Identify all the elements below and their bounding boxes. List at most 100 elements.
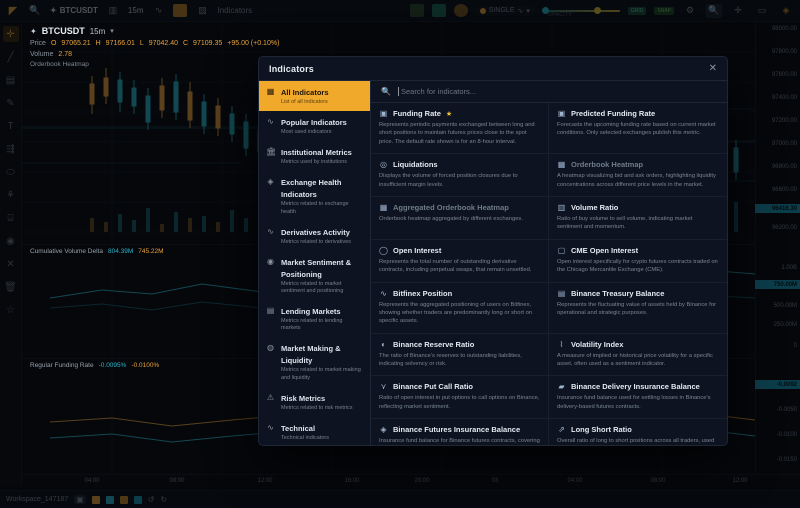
dialog-header: Indicators ✕ — [259, 57, 727, 81]
legend-overlay-label: Orderbook Heatmap — [30, 61, 89, 68]
panel-funding-value-1: -0.0095% — [98, 362, 127, 369]
activity-icon: ∿ — [267, 226, 274, 236]
indicator-card[interactable]: ▤ Binance Treasury Balance Represents the … — [549, 283, 727, 334]
sidebar-item-label: Market Making & Liquidity — [281, 344, 341, 366]
trending-icon: ∿ — [267, 117, 274, 127]
sidebar-item-desc: List of all indicators — [281, 99, 328, 105]
heatmap-icon: ▦ — [379, 202, 388, 212]
panel-cvd-value-2: 745.22M — [138, 248, 164, 255]
gauge-icon: ◉ — [267, 256, 274, 266]
panel-funding-title: Regular Funding Rate — [30, 362, 94, 369]
indicator-title: Funding Rate — [393, 109, 441, 118]
indicator-card[interactable]: ⋎ Binance Put Call Ratio Ratio of open int… — [371, 376, 549, 420]
sidebar-item-institutional-metrics[interactable]: 🏛 Institutional Metrics Metrics used by in… — [259, 141, 370, 171]
indicator-title: Binance Put Call Ratio — [393, 382, 474, 392]
panel-cvd-value-1: 804.39M — [107, 248, 134, 255]
indicator-description: Orderbook heatmap aggregated by differen… — [379, 215, 523, 222]
indicator-card[interactable]: ⌇ Volatility Index A measure of implied or… — [549, 334, 727, 377]
indicator-description: Ratio of buy volume to sell volume, indi… — [557, 215, 693, 231]
droplet-icon: ◍ — [267, 343, 274, 353]
sidebar-item-popular-indicators[interactable]: ∿ Popular Indicators Most used indicators — [259, 111, 370, 141]
sidebar-item-market-making-liquidity[interactable]: ◍ Market Making & Liquidity Metrics relate… — [259, 337, 370, 386]
sidebar-item-label: All Indicators — [281, 88, 329, 97]
bank-icon: 🏛 — [266, 147, 277, 157]
category-sidebar[interactable]: ▦ All Indicators List of all indicators ∿ Po… — [259, 81, 371, 445]
indicator-description: Forecasts the upcoming funding rate base… — [557, 122, 716, 137]
insurance-icon: ◈ — [380, 425, 387, 435]
sidebar-item-market-sentiment-positioning[interactable]: ◉ Market Sentiment & Positioning Metrics r… — [259, 251, 370, 300]
sidebar-item-risk-metrics[interactable]: ⚠ Risk Metrics Metrics related to risk met… — [259, 387, 370, 417]
indicators-dialog: Indicators ✕ ▦ All Indicators List of all … — [258, 56, 728, 446]
chart-icon: ∿ — [267, 422, 274, 432]
indicator-card[interactable]: ▦ Orderbook Heatmap A heatmap visualizing … — [549, 154, 727, 197]
indicator-card[interactable]: ▢ CME Open Interest Open interest specific… — [549, 240, 727, 283]
legend-open-label: O — [50, 40, 57, 47]
sidebar-item-label: Derivatives Activity — [281, 227, 350, 237]
indicator-card[interactable]: ▦ Aggregated Orderbook Heatmap Orderbook h… — [371, 196, 549, 240]
legend-close-label: C — [182, 40, 189, 47]
indicator-card[interactable]: ▥ Volume Ratio Ratio of buy volume to sell… — [549, 197, 727, 240]
sidebar-item-label: Market Sentiment & Positioning — [281, 257, 352, 279]
indicator-title: Volatility Index — [571, 339, 624, 349]
indicator-description: Represents the aggregated positioning of… — [379, 301, 533, 325]
funding-icon: ▣ — [379, 109, 388, 118]
indicator-grid[interactable]: ▣ Funding Rate ★ Represents periodic paymen… — [371, 103, 727, 445]
search-input[interactable]: Search for indicators... — [397, 87, 476, 96]
sidebar-item-label: Institutional Metrics — [281, 148, 352, 158]
shield-icon: ◈ — [267, 177, 274, 187]
indicator-title: CME Open Interest — [571, 245, 639, 255]
indicator-card[interactable]: ▣ Predicted Funding Rate Forecasts the upc… — [549, 103, 727, 155]
star-icon[interactable]: ★ — [445, 110, 453, 118]
sidebar-item-desc: Most used indicators — [281, 129, 332, 136]
legend-change: +95.00 (+0.10%) — [227, 40, 280, 47]
indicator-card[interactable]: ▰ Binance Delivery Insurance Balance Insur… — [549, 376, 727, 420]
sidebar-item-desc: Metrics related to risk metrics — [281, 404, 353, 411]
legend-symbol[interactable]: BTCUSDT — [41, 26, 85, 36]
warning-icon: ⚠ — [266, 392, 275, 402]
sidebar-item-derivatives-activity[interactable]: ∿ Derivatives Activity Metrics related to … — [259, 221, 370, 251]
indicator-title: Orderbook Heatmap — [571, 160, 644, 170]
indicator-description: A measure of implied or historical price… — [557, 352, 713, 368]
cme-icon: ▢ — [557, 245, 566, 255]
legend-low-value: 97042.40 — [148, 40, 178, 47]
legend-ohlc: Price O 97065.21 H 97166.01 L 97042.40 C… — [30, 40, 279, 47]
legend-high-value: 97166.01 — [105, 40, 135, 47]
sidebar-item-desc: Metrics related to market sentiment and … — [281, 280, 344, 294]
indicator-card[interactable]: ◐ Binance Reserve Ratio The ratio of Binan… — [371, 333, 549, 377]
indicator-title: Bitfinex Position — [393, 288, 453, 298]
indicator-title: Long Short Ratio — [571, 425, 632, 435]
sidebar-item-label: Risk Metrics — [281, 393, 326, 403]
indicator-title: Binance Futures Insurance Balance — [393, 425, 521, 435]
indicator-description: Overall ratio of long to short positions… — [557, 438, 715, 445]
close-icon[interactable]: ✕ — [708, 63, 717, 74]
legend-price-label: Price — [30, 40, 46, 47]
indicator-description: Represents periodic payments exchanged b… — [379, 122, 535, 145]
search-bar[interactable]: 🔍 Search for indicators... — [371, 81, 727, 103]
sidebar-item-desc: Metrics related to market making and liq… — [281, 367, 361, 381]
sidebar-item-desc: Metrics related to lending markets — [281, 318, 343, 332]
indicator-card[interactable]: ⇗ Long Short Ratio Overall ratio of long t… — [549, 419, 727, 445]
indicator-card[interactable]: ◎ Liquidations Displays the volume of forc… — [371, 154, 549, 197]
sidebar-item-exchange-health-indicators[interactable]: ◈ Exchange Health Indicators Metrics relat… — [259, 171, 370, 220]
indicator-card[interactable]: ∿ Bitfinex Position Represents the aggrega… — [371, 282, 549, 334]
sidebar-item-all-indicators[interactable]: ▦ All Indicators List of all indicators — [259, 81, 370, 112]
indicator-description: A heatmap visualizing bid and ask orders… — [557, 173, 716, 188]
sidebar-item-technical[interactable]: ∿ Technical Technical indicators — [259, 417, 370, 445]
chart-legend: ✦ BTCUSDT 15m ▾ Price O 97065.21 H 97166… — [30, 26, 279, 68]
legend-timeframe[interactable]: 15m — [89, 26, 106, 36]
sidebar-item-lending-markets[interactable]: ▤ Lending Markets Metrics related to lendi… — [259, 300, 370, 337]
indicator-card[interactable]: ◯ Open Interest Represents the total numbe… — [371, 239, 549, 283]
indicator-title: Binance Reserve Ratio — [393, 339, 475, 349]
indicator-card[interactable]: ◈ Binance Futures Insurance Balance Insura… — [371, 419, 549, 445]
bitcoin-icon: ✦ — [30, 26, 37, 36]
indicator-description: Insurance fund balance for Binance futur… — [379, 438, 540, 445]
panel-label-funding: Regular Funding Rate -0.0095% -0.0100% — [30, 362, 159, 369]
chevron-down-icon[interactable]: ▾ — [110, 28, 114, 35]
sidebar-item-label: Exchange Health Indicators — [281, 178, 342, 200]
sidebar-item-label: Technical — [281, 423, 316, 433]
search-icon: 🔍 — [381, 87, 391, 96]
indicator-card[interactable]: ▣ Funding Rate ★ Represents periodic paymen… — [371, 103, 549, 155]
indicator-title: Liquidations — [393, 160, 438, 170]
indicator-description: Open interest specifically for crypto fu… — [557, 258, 718, 274]
